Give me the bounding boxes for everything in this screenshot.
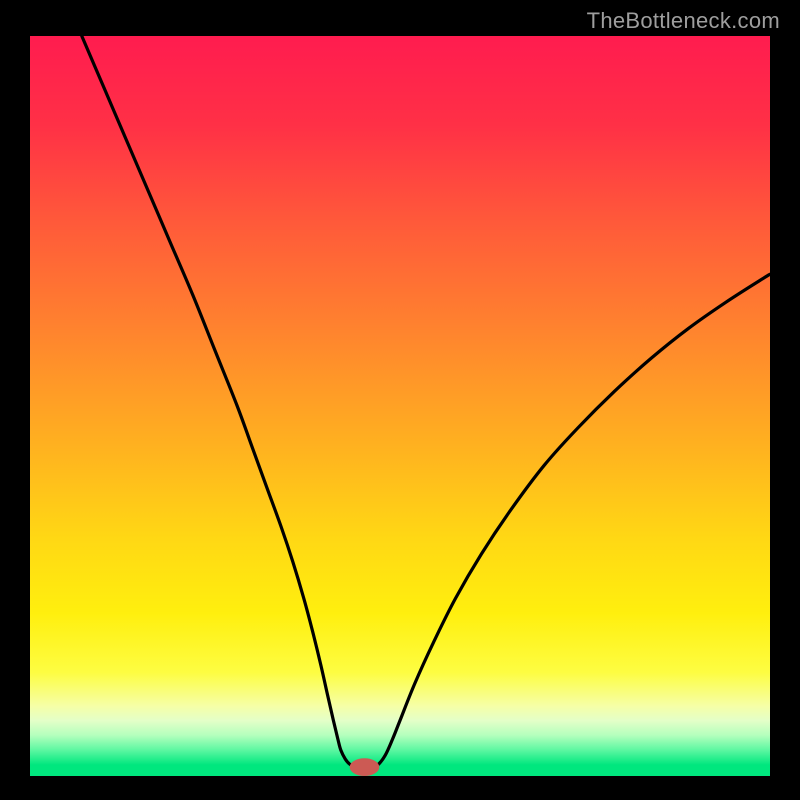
plot-area: [30, 36, 770, 776]
bottleneck-curve-chart: [30, 36, 770, 776]
watermark-text: TheBottleneck.com: [587, 8, 780, 34]
gradient-background: [30, 36, 770, 776]
optimal-point-marker: [350, 758, 380, 776]
figure-container: TheBottleneck.com: [0, 0, 800, 800]
